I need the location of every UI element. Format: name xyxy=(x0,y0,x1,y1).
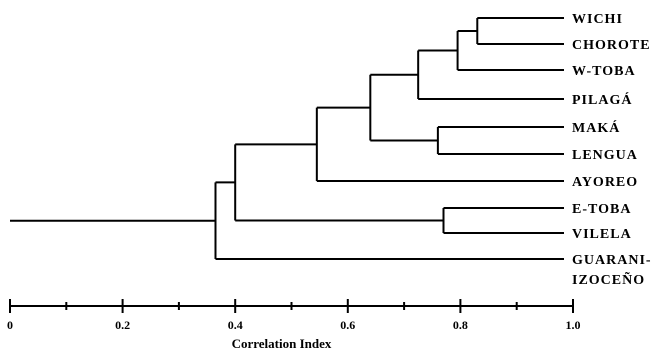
leaf-label-guarani: GUARANI- xyxy=(572,253,652,268)
leaf-label-guarani-line2: IZOCEÑO xyxy=(572,270,645,288)
x-tick-label: 1.0 xyxy=(566,318,581,332)
leaf-label-maka: MAKÁ xyxy=(572,119,620,136)
leaf-label-wtoba: W-TOBA xyxy=(572,64,636,79)
leaf-label-ayoreo: AYOREO xyxy=(572,175,638,190)
x-axis-title: Correlation Index xyxy=(232,336,332,351)
x-tick-label: 0.4 xyxy=(228,318,243,332)
leaf-label-vilela: VILELA xyxy=(572,227,632,242)
x-axis-ticks: 0 0.2 0.4 0.6 0.8 1.0 xyxy=(7,299,581,332)
dendrogram-links xyxy=(10,17,564,260)
x-tick-label: 0.2 xyxy=(115,318,130,332)
x-tick-label: 0.6 xyxy=(340,318,355,332)
leaf-label-etoba: E-TOBA xyxy=(572,202,631,217)
x-tick-label: 0.8 xyxy=(453,318,468,332)
leaf-label-chorote: CHOROTE xyxy=(572,38,651,53)
leaf-label-pilaga: PILAGÁ xyxy=(572,91,632,108)
leaf-label-lengua: LENGUA xyxy=(572,148,638,163)
leaf-labels: WICHI CHOROTE W-TOBA PILAGÁ MAKÁ LENGUA AYOREO… xyxy=(572,12,652,288)
x-axis: 0 0.2 0.4 0.6 0.8 1.0 Correlation Index xyxy=(7,299,581,351)
x-tick-label: 0 xyxy=(7,318,13,332)
leaf-label-wichi: WICHI xyxy=(572,12,623,27)
